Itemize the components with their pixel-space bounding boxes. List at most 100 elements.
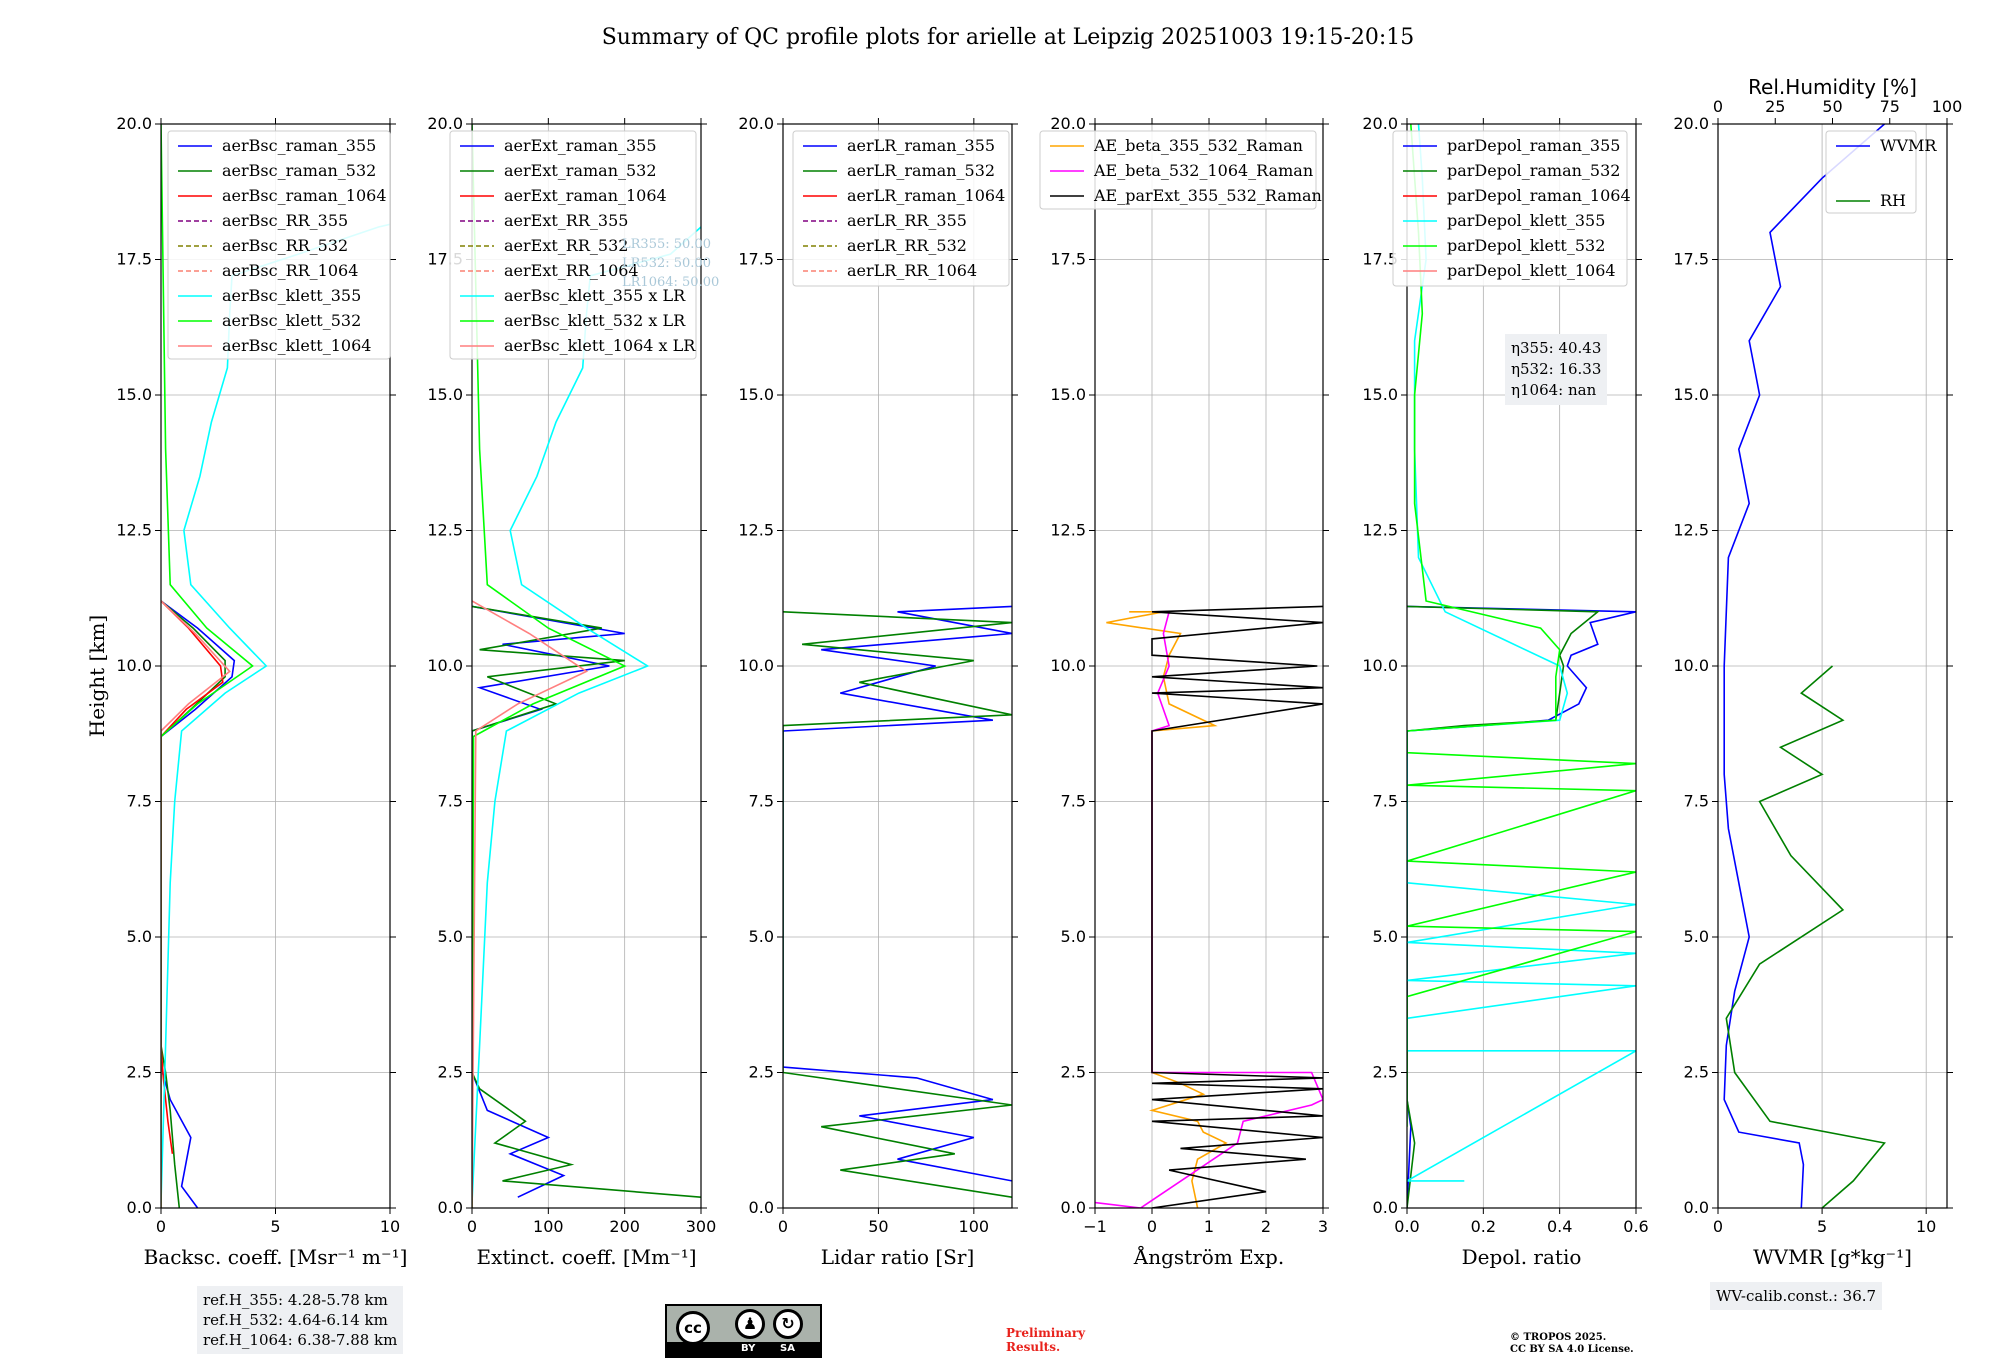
sa-label: SA bbox=[780, 1343, 795, 1354]
legend-label: aerBsc_klett_1064 bbox=[222, 336, 371, 355]
x-tick-label: 5 bbox=[1817, 1217, 1827, 1236]
y-tick-label: 7.5 bbox=[127, 792, 152, 811]
top-tick-label: 25 bbox=[1765, 97, 1785, 116]
copyright-line-1: © TROPOS 2025. bbox=[1510, 1332, 1607, 1343]
y-tick-label: 0.0 bbox=[127, 1198, 152, 1217]
legend-label: aerLR_RR_532 bbox=[847, 236, 967, 255]
eta-532: η532: 16.33 bbox=[1511, 360, 1602, 378]
legend-label: AE_beta_532_1064_Raman bbox=[1093, 161, 1313, 180]
x-tick-label: 0 bbox=[467, 1217, 477, 1236]
cc-license-badge: cc ♟ ↻ BY SA bbox=[665, 1304, 822, 1358]
legend-label: aerBsc_klett_532 x LR bbox=[504, 311, 686, 330]
legend-label: aerBsc_RR_1064 bbox=[222, 261, 358, 280]
legend-label: parDepol_klett_532 bbox=[1447, 236, 1605, 255]
ref-height-355: ref.H_355: 4.28-5.78 km bbox=[203, 1291, 388, 1309]
y-tick-label: 0.0 bbox=[1061, 1198, 1086, 1217]
x-tick-label: 3 bbox=[1318, 1217, 1328, 1236]
legend-label: WVMR bbox=[1880, 136, 1937, 155]
y-tick-label: 15.0 bbox=[427, 385, 463, 404]
legend-label: parDepol_raman_532 bbox=[1447, 161, 1620, 180]
series-line-parDepol_raman_532 bbox=[1407, 605, 1600, 1208]
reference-height-box: ref.H_355: 4.28-5.78 km ref.H_532: 4.64-… bbox=[197, 1286, 404, 1354]
panel-depol: 0.0 0.2 0.4 0.6 0.0 2.5 5.0 7.5 10.0 12.5 15.0 17.5… bbox=[1362, 114, 1648, 1269]
y-tick-label: 2.5 bbox=[1684, 1063, 1709, 1082]
top-tick-label: 0 bbox=[1713, 97, 1723, 116]
ref-height-532: ref.H_532: 4.64-6.14 km bbox=[203, 1311, 388, 1329]
license-bar bbox=[667, 1342, 820, 1356]
legend-label: aerLR_raman_355 bbox=[847, 136, 995, 155]
legend-box-backscatter bbox=[167, 130, 391, 360]
series-line-aerBsc_klett_532 bbox=[161, 124, 254, 1208]
y-tick-label: 5.0 bbox=[1684, 927, 1709, 946]
y-tick-label: 20.0 bbox=[1673, 114, 1709, 133]
x-tick-label: −1 bbox=[1083, 1217, 1107, 1236]
series-line-aerLR_raman_532 bbox=[783, 611, 1012, 1198]
x-tick-label: 5 bbox=[270, 1217, 280, 1236]
series-line-AE_parExt_355_532_Raman bbox=[1151, 605, 1323, 1208]
lr-annotation: LR1064: 50.00 bbox=[622, 275, 719, 290]
ref-height-1064: ref.H_1064: 6.38-7.88 km bbox=[203, 1331, 398, 1349]
y-tick-label: 12.5 bbox=[427, 521, 463, 540]
y-tick-label: 2.5 bbox=[749, 1063, 774, 1082]
y-tick-label: 0.0 bbox=[749, 1198, 774, 1217]
y-tick-label: 5.0 bbox=[438, 927, 463, 946]
series-line-aerBsc_raman_532 bbox=[161, 600, 226, 1208]
figure-title: Summary of QC profile plots for arielle … bbox=[602, 25, 1415, 50]
x-axis-label-lidar_ratio: Lidar ratio [Sr] bbox=[821, 1245, 975, 1269]
y-tick-label: 5.0 bbox=[749, 927, 774, 946]
x-tick-label: 0 bbox=[778, 1217, 788, 1236]
y-tick-label: 17.5 bbox=[1673, 250, 1709, 269]
series-line-aerExt_raman_532 bbox=[472, 605, 701, 1198]
legend-label: aerBsc_klett_355 bbox=[222, 286, 361, 305]
cc-icon: cc bbox=[676, 1311, 710, 1345]
legend-box-angstrom bbox=[1039, 130, 1317, 210]
legend-label: aerBsc_raman_355 bbox=[222, 136, 376, 155]
y-tick-label: 15.0 bbox=[116, 385, 152, 404]
y-tick-label: 2.5 bbox=[1061, 1063, 1086, 1082]
series-group-wvmr bbox=[1723, 124, 1886, 1208]
y-tick-label: 10.0 bbox=[1050, 656, 1086, 675]
panel-angstrom: −1 0 1 2 3 0.0 2.5 5.0 7.5 10.0 12.5 15.0 17.5 20.0 Ån… bbox=[1039, 114, 1329, 1269]
series-line-parDepol_raman_355 bbox=[1407, 605, 1636, 1208]
legend-label: aerBsc_klett_532 bbox=[222, 311, 361, 330]
by-icon: ♟ bbox=[735, 1309, 765, 1339]
y-tick-label: 15.0 bbox=[1050, 385, 1086, 404]
series-line-WVMR bbox=[1723, 124, 1886, 1208]
legend-box-wvmr bbox=[1825, 130, 1917, 214]
series-group-depol bbox=[1407, 124, 1636, 1208]
series-line-RH bbox=[1725, 665, 1886, 1208]
y-tick-label: 20.0 bbox=[1050, 114, 1086, 133]
y-tick-label: 0.0 bbox=[1684, 1198, 1709, 1217]
y-tick-label: 5.0 bbox=[1061, 927, 1086, 946]
panel-lidar_ratio: 0 50 100 0.0 2.5 5.0 7.5 10.0 12.5 15.0 17.5 20.0 Li… bbox=[738, 114, 1018, 1269]
by-label: BY bbox=[741, 1343, 756, 1354]
top-axis-label: Rel.Humidity [%] bbox=[1748, 75, 1917, 99]
legend-label: parDepol_raman_355 bbox=[1447, 136, 1620, 155]
x-tick-label: 100 bbox=[533, 1217, 564, 1236]
x-tick-label: 0 bbox=[156, 1217, 166, 1236]
y-tick-label: 2.5 bbox=[438, 1063, 463, 1082]
legend-box-depol bbox=[1392, 130, 1628, 287]
legend-label: aerBsc_RR_355 bbox=[222, 211, 348, 230]
series-line-aerBsc_raman_355 bbox=[161, 600, 236, 1208]
series-line-aerExt_raman_355 bbox=[472, 605, 625, 1198]
panel-wvmr: 0 5 10 0.0 2.5 5.0 7.5 10.0 12.5 15.0 17.5 20.0 WVMR… bbox=[1673, 75, 1962, 1269]
y-tick-label: 20.0 bbox=[116, 114, 152, 133]
x-tick-label: 200 bbox=[609, 1217, 640, 1236]
y-tick-label: 10.0 bbox=[116, 656, 152, 675]
y-tick-label: 12.5 bbox=[116, 521, 152, 540]
series-line-parDepol_klett_532 bbox=[1407, 124, 1636, 1127]
legend-label: RH bbox=[1880, 191, 1906, 210]
top-tick-label: 75 bbox=[1880, 97, 1900, 116]
y-tick-label: 5.0 bbox=[127, 927, 152, 946]
y-axis-label: Height [km] bbox=[85, 615, 109, 737]
legend-label: aerLR_RR_355 bbox=[847, 211, 967, 230]
copyright-line-2: CC BY SA 4.0 License. bbox=[1510, 1344, 1634, 1355]
y-tick-label: 15.0 bbox=[1673, 385, 1709, 404]
x-axis-label-extinction: Extinct. coeff. [Mm⁻¹] bbox=[476, 1245, 696, 1269]
x-axis-label-backscatter: Backsc. coeff. [Msr⁻¹ m⁻¹] bbox=[144, 1245, 408, 1269]
y-tick-label: 17.5 bbox=[1050, 250, 1086, 269]
legend-label: aerBsc_klett_355 x LR bbox=[504, 286, 686, 305]
x-tick-label: 10 bbox=[380, 1217, 400, 1236]
series-line-aerLR_raman_355 bbox=[783, 605, 1012, 1182]
